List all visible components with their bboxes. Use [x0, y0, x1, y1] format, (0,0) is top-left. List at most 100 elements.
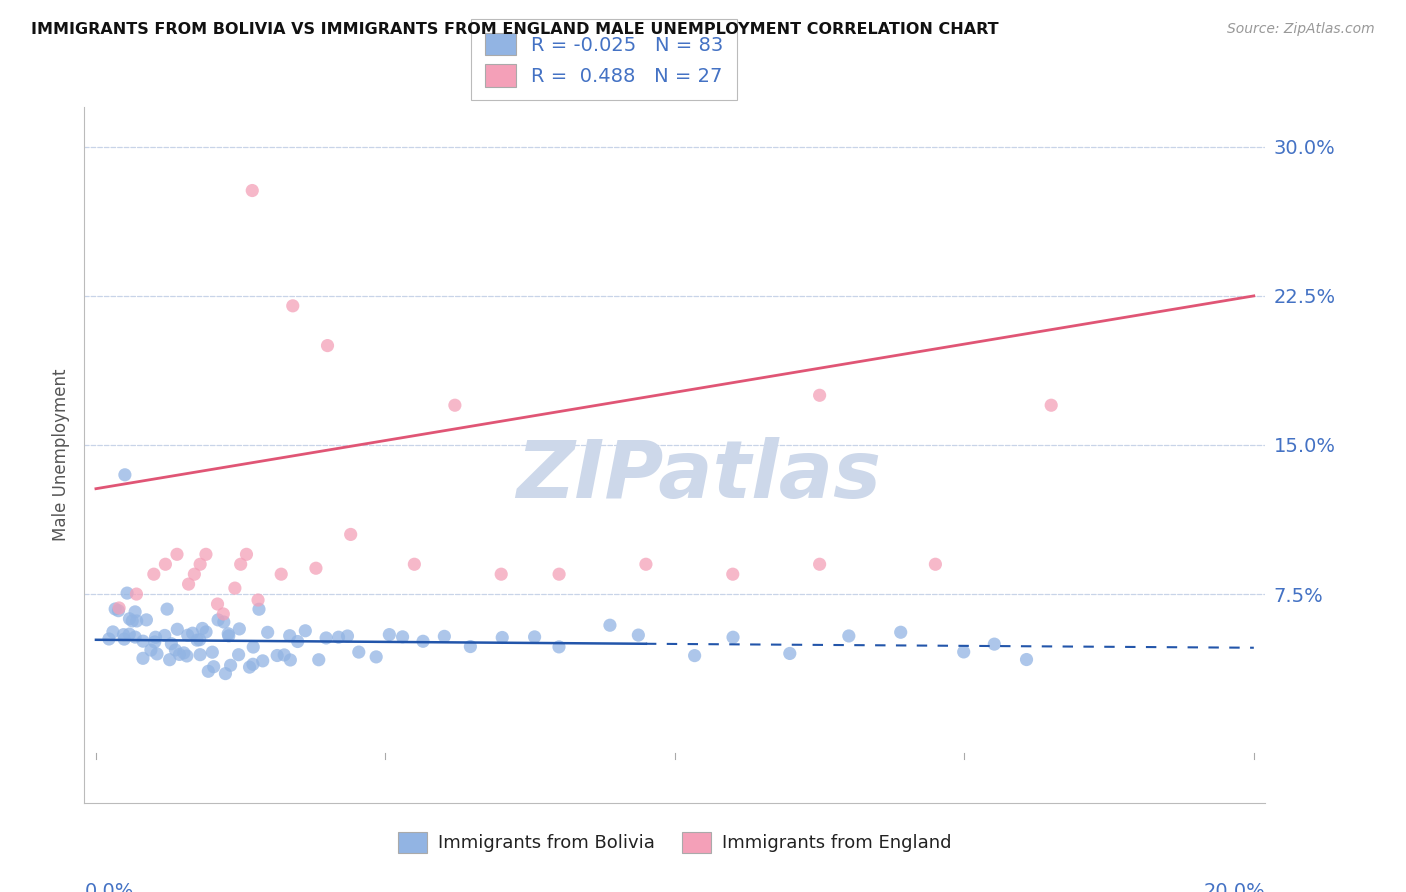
Point	[104, 602, 127, 616]
Point	[278, 629, 301, 643]
Point	[191, 622, 214, 636]
Y-axis label: Male Unemployment: Male Unemployment	[52, 368, 70, 541]
Point	[224, 581, 246, 595]
Point	[242, 640, 264, 654]
Text: IMMIGRANTS FROM BOLIVIA VS IMMIGRANTS FROM ENGLAND MALE UNEMPLOYMENT CORRELATION: IMMIGRANTS FROM BOLIVIA VS IMMIGRANTS FR…	[31, 22, 998, 37]
Point	[177, 628, 200, 642]
Point	[721, 630, 744, 644]
Point	[444, 398, 467, 412]
Point	[634, 558, 657, 572]
Text: 20.0%: 20.0%	[1204, 882, 1265, 892]
Point	[952, 645, 974, 659]
Point	[247, 602, 270, 616]
Point	[1040, 398, 1063, 412]
Point	[97, 632, 120, 646]
Point	[139, 643, 162, 657]
Point	[228, 622, 250, 636]
Point	[336, 629, 359, 643]
Point	[124, 630, 146, 644]
Point	[308, 653, 330, 667]
Point	[489, 567, 512, 582]
Point	[212, 607, 235, 621]
Point	[197, 665, 219, 679]
Point	[721, 567, 744, 582]
Point	[838, 629, 860, 643]
Point	[270, 567, 292, 582]
Point	[124, 605, 146, 619]
Point	[115, 586, 138, 600]
Point	[339, 527, 361, 541]
Point	[169, 648, 191, 662]
Point	[238, 660, 260, 674]
Point	[235, 547, 257, 561]
Point	[201, 645, 224, 659]
Point	[125, 587, 148, 601]
Point	[627, 628, 650, 642]
Point	[146, 647, 169, 661]
Point	[548, 640, 571, 654]
Point	[378, 627, 401, 641]
Point	[281, 299, 304, 313]
Point	[108, 601, 131, 615]
Point	[166, 547, 188, 561]
Point	[114, 467, 136, 482]
Point	[207, 613, 229, 627]
Point	[491, 631, 513, 645]
Point	[280, 653, 302, 667]
Point	[256, 625, 278, 640]
Point	[101, 624, 124, 639]
Point	[125, 614, 148, 628]
Text: Source: ZipAtlas.com: Source: ZipAtlas.com	[1227, 22, 1375, 37]
Point	[214, 666, 236, 681]
Point	[166, 622, 188, 636]
Point	[135, 613, 157, 627]
Point	[252, 654, 274, 668]
Point	[983, 637, 1005, 651]
Point	[177, 577, 200, 591]
Point	[145, 630, 167, 644]
Point	[155, 558, 177, 572]
Point	[779, 647, 801, 661]
Point	[240, 184, 263, 198]
Point	[107, 604, 129, 618]
Point	[165, 643, 187, 657]
Point	[156, 602, 179, 616]
Legend: Immigrants from Bolivia, Immigrants from England: Immigrants from Bolivia, Immigrants from…	[391, 824, 959, 860]
Point	[195, 624, 218, 639]
Point	[266, 648, 288, 663]
Point	[181, 626, 204, 640]
Point	[242, 657, 264, 672]
Point	[328, 630, 350, 644]
Point	[366, 649, 388, 664]
Point	[460, 640, 482, 654]
Point	[118, 627, 141, 641]
Point	[188, 558, 211, 572]
Point	[247, 593, 270, 607]
Point	[159, 653, 181, 667]
Point	[683, 648, 706, 663]
Point	[183, 567, 205, 582]
Point	[433, 629, 456, 643]
Point	[599, 618, 621, 632]
Text: ZIPatlas: ZIPatlas	[516, 437, 882, 515]
Point	[228, 648, 250, 662]
Point	[287, 634, 309, 648]
Point	[118, 612, 141, 626]
Point	[176, 648, 198, 663]
Point	[153, 628, 176, 642]
Point	[890, 625, 912, 640]
Point	[404, 558, 426, 572]
Point	[924, 558, 946, 572]
Point	[121, 614, 143, 628]
Point	[217, 626, 239, 640]
Point	[305, 561, 328, 575]
Point	[112, 632, 135, 646]
Point	[186, 633, 208, 648]
Point	[315, 631, 337, 645]
Point	[548, 567, 571, 582]
Point	[142, 567, 165, 582]
Point	[229, 558, 252, 572]
Point	[1015, 652, 1038, 666]
Point	[808, 388, 831, 402]
Point	[316, 338, 339, 352]
